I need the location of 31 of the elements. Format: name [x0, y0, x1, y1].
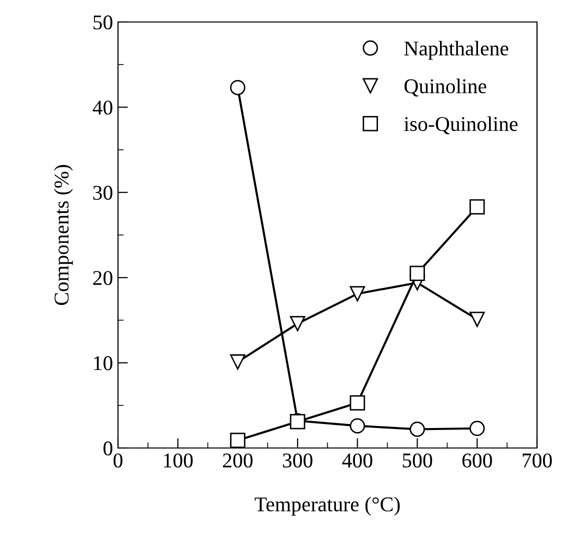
- point: [230, 80, 246, 96]
- x-tick-label: 600: [462, 453, 492, 468]
- point: [410, 422, 425, 437]
- point: [350, 395, 366, 410]
- y-tick-label: 50: [94, 15, 112, 30]
- y-axis-title: Components (%): [54, 165, 73, 306]
- legend-label: iso-Quinoline: [404, 116, 518, 134]
- x-tick-label: 100: [164, 453, 193, 468]
- y-tick-label: 30: [93, 186, 112, 200]
- y-tick-label: 0: [104, 441, 112, 456]
- legend-label: Quinoline: [404, 78, 486, 96]
- x-tick-label: 200: [223, 453, 253, 468]
- y-tick-label: 40: [92, 100, 112, 115]
- x-tick-label: 0: [114, 453, 122, 468]
- x-axis-title: Temperature (°C): [254, 496, 400, 516]
- point: [470, 420, 485, 436]
- y-tick-label: 10: [94, 356, 112, 370]
- point: [470, 199, 485, 215]
- point: [290, 316, 306, 332]
- x-tick-label: 500: [402, 453, 432, 468]
- point: [350, 418, 366, 434]
- legend-label: Naphthalene: [404, 40, 508, 60]
- point: [470, 312, 485, 327]
- y-tick-label: 20: [93, 270, 112, 286]
- point: [230, 432, 246, 448]
- point: [230, 354, 246, 370]
- x-tick-label: 400: [342, 453, 372, 468]
- point: [410, 266, 425, 281]
- x-tick-label: 300: [282, 453, 312, 468]
- point: [350, 286, 366, 302]
- x-tick-label: 700: [522, 453, 552, 468]
